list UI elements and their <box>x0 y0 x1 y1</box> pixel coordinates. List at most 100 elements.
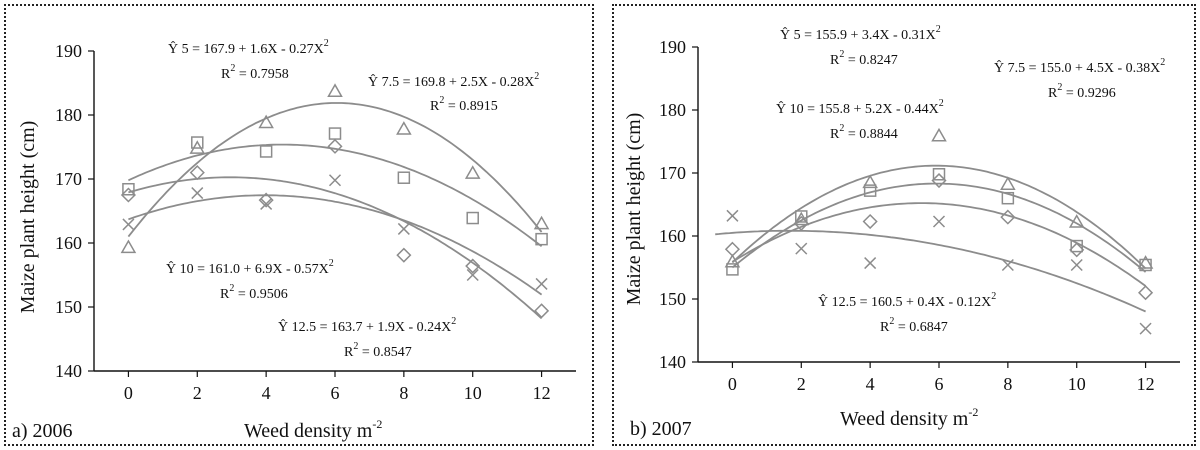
y-tick-label: 170 <box>659 163 686 183</box>
chart-2007-svg: 140 150 160 170 180 190 0 2 4 6 8 10 12 Ŷ 5 = 155.9 … <box>623 24 1180 440</box>
x-tick-label: 0 <box>728 374 737 394</box>
y-tick-label: 150 <box>55 297 82 317</box>
equation-y10: Ŷ 10 = 161.0 + 6.9X - 0.57X2 <box>166 258 334 277</box>
data-point-triangle <box>533 215 550 230</box>
x-tick-label: 0 <box>124 383 133 403</box>
data-point-square <box>397 171 411 184</box>
y-tick-label: 140 <box>55 361 82 381</box>
data-point-triangle <box>120 239 137 254</box>
data-point-triangle <box>1000 176 1016 190</box>
x-tick-label: 10 <box>1068 374 1086 394</box>
r2-y7-5: R2 = 0.9296 <box>1048 82 1116 101</box>
y-tick-label: 160 <box>659 226 686 246</box>
equation-y10: Ŷ 10 = 155.8 + 5.2X - 0.44X2 <box>776 98 944 117</box>
data-point-cross <box>864 257 877 270</box>
data-point-diamond <box>724 241 740 257</box>
y-tick-label: 160 <box>55 233 82 253</box>
x-tick-label: 4 <box>866 374 875 394</box>
equation-y7-5: Ŷ 7.5 = 155.0 + 4.5X - 0.38X2 <box>994 57 1165 76</box>
panel-label: a) 2006 <box>12 420 73 442</box>
y-axis-title: Maize plant height (cm) <box>623 113 645 306</box>
data-point-diamond <box>1000 209 1016 225</box>
data-point-diamond <box>258 192 274 208</box>
x-tick-label: 4 <box>262 383 271 403</box>
data-point-triangle <box>1068 214 1085 228</box>
fit-curve-square <box>128 143 543 248</box>
y-tick-label: 170 <box>55 169 82 189</box>
data-point-diamond <box>120 187 136 203</box>
panel-label: b) 2007 <box>630 418 692 440</box>
x-tick-label: 8 <box>1003 374 1012 394</box>
data-point-triangle <box>862 174 878 189</box>
data-point-cross <box>795 242 808 255</box>
data-point-cross <box>122 218 135 231</box>
r2-y12-5: R2 = 0.6847 <box>880 316 948 335</box>
y-tick-label: 150 <box>659 289 686 309</box>
x-tick-label: 12 <box>533 383 551 403</box>
data-point-square <box>863 184 877 197</box>
fit-curve-diamond <box>731 164 1147 270</box>
data-point-triangle <box>396 121 412 135</box>
x-tick-label: 8 <box>399 383 408 403</box>
data-point-triangle <box>327 83 343 97</box>
data-point-square <box>535 232 548 246</box>
y-axis-title: Maize plant height (cm) <box>17 121 39 314</box>
r2-y12-5: R2 = 0.8547 <box>344 341 412 360</box>
data-point-square <box>1139 258 1152 272</box>
r2-y10: R2 = 0.8844 <box>830 123 898 142</box>
y-tick-label: 190 <box>55 41 82 61</box>
y-tick-label: 190 <box>659 37 686 57</box>
equation-y5: Ŷ 5 = 167.9 + 1.6X - 0.27X2 <box>168 38 329 57</box>
data-point-cross <box>932 215 946 228</box>
data-point-cross <box>466 268 479 282</box>
x-tick-label: 2 <box>193 383 202 403</box>
x-tick-label: 6 <box>935 374 944 394</box>
data-point-square <box>1070 239 1083 253</box>
r2-y5: R2 = 0.8247 <box>830 49 898 68</box>
data-point-cross <box>260 197 273 210</box>
data-point-diamond <box>862 213 878 230</box>
data-point-square <box>191 136 204 149</box>
data-point-square <box>1001 191 1015 205</box>
fit-curve-diamond <box>127 102 543 238</box>
data-point-diamond <box>1069 242 1085 258</box>
data-point-triangle <box>258 114 274 129</box>
x-tick-label: 2 <box>797 374 806 394</box>
data-point-cross <box>328 174 342 187</box>
equation-y12-5: Ŷ 12.5 = 163.7 + 1.9X - 0.24X2 <box>278 316 456 335</box>
equation-y5: Ŷ 5 = 155.9 + 3.4X - 0.31X2 <box>780 24 941 43</box>
data-point-triangle <box>793 211 810 226</box>
data-point-diamond <box>1138 285 1154 301</box>
data-point-cross <box>1139 322 1152 335</box>
data-point-triangle <box>464 165 481 179</box>
data-point-triangle <box>724 253 741 268</box>
x-tick-label: 12 <box>1137 374 1155 394</box>
data-point-diamond <box>931 172 947 189</box>
data-point-cross <box>535 277 548 290</box>
data-point-diamond <box>793 215 809 231</box>
data-point-diamond <box>189 165 205 181</box>
r2-y5: R2 = 0.7958 <box>221 63 289 82</box>
data-point-cross <box>397 222 410 235</box>
data-point-square <box>328 127 342 140</box>
data-point-square <box>122 182 135 196</box>
fit-curve-triangle <box>731 182 1147 273</box>
data-point-square <box>795 210 808 223</box>
data-point-diamond <box>327 138 343 154</box>
equation-y12-5: Ŷ 12.5 = 160.5 + 0.4X - 0.12X2 <box>818 291 996 310</box>
data-point-square <box>259 145 273 158</box>
data-point-square <box>726 263 739 276</box>
data-point-cross <box>191 187 204 200</box>
data-point-cross <box>1001 258 1014 272</box>
fit-curve-triangle <box>128 176 543 320</box>
x-axis-title: Weed density m-2 <box>244 417 382 442</box>
x-axis-title: Weed density m-2 <box>840 405 978 430</box>
data-point-diamond <box>465 258 481 274</box>
fit-curve-cross <box>128 194 543 296</box>
y-tick-label: 140 <box>659 352 686 372</box>
r2-y7-5: R2 = 0.8915 <box>430 95 498 114</box>
data-point-triangle <box>1137 255 1154 269</box>
equation-y7-5: Ŷ 7.5 = 169.8 + 2.5X - 0.28X2 <box>368 71 539 90</box>
data-point-triangle <box>931 127 947 142</box>
x-tick-label: 6 <box>331 383 340 403</box>
